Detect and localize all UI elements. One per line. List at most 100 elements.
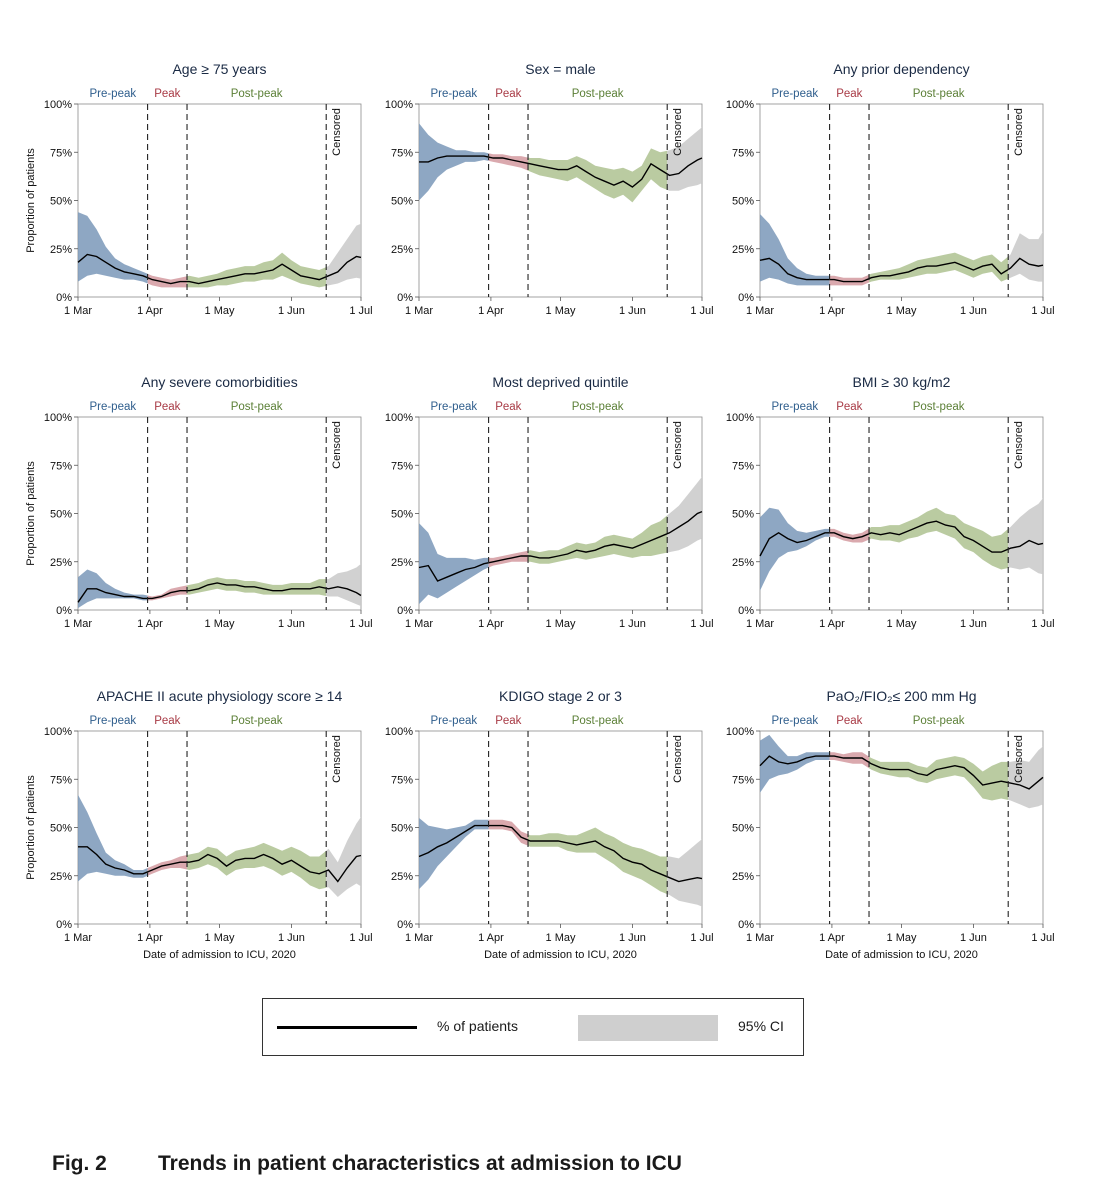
phase-label-prepeak: Pre-peak xyxy=(771,715,818,727)
panel-title: PaO₂/FIO₂≤ 200 mm Hg xyxy=(826,688,976,704)
y-tick-label: 100% xyxy=(44,99,72,111)
phase-label-peak: Peak xyxy=(154,715,180,727)
x-tick-label: 1 May xyxy=(205,305,235,317)
phase-label-postpeak: Post-peak xyxy=(913,401,965,413)
y-tick-label: 0% xyxy=(397,919,413,931)
censored-label: Censored xyxy=(331,735,343,783)
x-tick-label: 1 Jun xyxy=(619,618,646,630)
ci-band-censored xyxy=(326,563,361,607)
series-line xyxy=(419,155,703,188)
phase-label-prepeak: Pre-peak xyxy=(89,401,136,413)
censored-label: Censored xyxy=(331,421,343,469)
y-tick-label: 100% xyxy=(385,412,413,424)
phase-label-postpeak: Post-peak xyxy=(913,715,965,727)
phase-label-prepeak: Pre-peak xyxy=(89,88,136,100)
phase-label-postpeak: Post-peak xyxy=(231,88,283,100)
y-tick-label: 25% xyxy=(50,871,72,883)
x-tick-label: 1 May xyxy=(205,618,235,630)
x-tick-label: 1 Mar xyxy=(405,305,433,317)
censored-label: Censored xyxy=(1013,421,1025,469)
ci-band-peak xyxy=(829,752,869,769)
legend-ci-label: 95% CI xyxy=(738,1018,784,1034)
y-tick-label: 100% xyxy=(726,99,754,111)
phase-label-prepeak: Pre-peak xyxy=(771,401,818,413)
x-tick-label: 1 Apr xyxy=(137,932,163,944)
censored-label: Censored xyxy=(1013,735,1025,783)
x-axis-label: Date of admission to ICU, 2020 xyxy=(825,949,978,961)
x-tick-label: 1 Jun xyxy=(278,618,305,630)
x-tick-label: 1 Jun xyxy=(619,932,646,944)
y-tick-label: 25% xyxy=(391,557,413,569)
x-tick-label: 1 May xyxy=(546,932,576,944)
panel-title: Sex = male xyxy=(525,61,596,77)
censored-label: Censored xyxy=(331,108,343,156)
ci-band-censored xyxy=(667,839,702,907)
panel-9: PaO₂/FIO₂≤ 200 mm Hg Pre-peak Peak Post-pea… xyxy=(726,688,1055,961)
phase-label-peak: Peak xyxy=(836,88,862,100)
y-tick-label: 25% xyxy=(391,244,413,256)
phase-label-postpeak: Post-peak xyxy=(572,88,624,100)
x-tick-label: 1 Jul xyxy=(1031,932,1054,944)
ci-band-prepeak xyxy=(78,212,148,284)
phase-label-prepeak: Pre-peak xyxy=(89,715,136,727)
phase-label-postpeak: Post-peak xyxy=(572,401,624,413)
y-tick-label: 75% xyxy=(732,460,754,472)
ci-band-peak xyxy=(829,274,869,286)
panel-7: APACHE II acute physiology score ≥ 14 Pre… xyxy=(25,688,373,961)
x-tick-label: 1 Mar xyxy=(746,618,774,630)
series-line xyxy=(418,824,703,883)
y-tick-label: 50% xyxy=(732,509,754,521)
series-line xyxy=(78,846,362,883)
caption-number: Fig. 2 xyxy=(52,1152,107,1175)
y-tick-label: 100% xyxy=(44,412,72,424)
y-tick-label: 50% xyxy=(50,823,72,835)
phase-label-prepeak: Pre-peak xyxy=(771,88,818,100)
x-tick-label: 1 Jun xyxy=(278,932,305,944)
x-tick-label: 1 Apr xyxy=(137,305,163,317)
ci-band-postpeak xyxy=(528,827,668,895)
ci-band-peak xyxy=(147,273,187,288)
ci-band-censored xyxy=(667,127,702,191)
x-tick-label: 1 Jun xyxy=(960,618,987,630)
y-axis-label: Proportion of patients xyxy=(25,775,37,880)
series-line xyxy=(759,257,1044,283)
panel-title: Age ≥ 75 years xyxy=(172,61,266,77)
y-tick-label: 50% xyxy=(50,509,72,521)
y-tick-label: 100% xyxy=(385,726,413,738)
x-tick-label: 1 Apr xyxy=(819,618,845,630)
phase-label-postpeak: Post-peak xyxy=(913,88,965,100)
panel-title: Any prior dependency xyxy=(833,61,969,77)
censored-label: Censored xyxy=(1013,108,1025,156)
panel-1: Age ≥ 75 years Pre-peak Peak Post-peak Censo… xyxy=(25,61,373,317)
x-tick-label: 1 Jun xyxy=(960,932,987,944)
series-line xyxy=(759,755,1044,790)
x-tick-label: 1 Jul xyxy=(1031,618,1054,630)
y-tick-label: 100% xyxy=(726,726,754,738)
y-tick-label: 25% xyxy=(732,557,754,569)
panel-6: BMI ≥ 30 kg/m2 Pre-peak Peak Post-peak Censo… xyxy=(726,374,1055,630)
y-tick-label: 25% xyxy=(732,871,754,883)
x-tick-label: 1 Mar xyxy=(405,932,433,944)
y-tick-label: 100% xyxy=(726,412,754,424)
x-tick-label: 1 May xyxy=(546,305,576,317)
x-tick-label: 1 Mar xyxy=(405,618,433,630)
y-tick-label: 100% xyxy=(44,726,72,738)
y-tick-label: 75% xyxy=(50,147,72,159)
x-tick-label: 1 Apr xyxy=(478,305,504,317)
panel-title: APACHE II acute physiology score ≥ 14 xyxy=(97,688,343,704)
ci-band-censored xyxy=(667,476,702,553)
panel-title: BMI ≥ 30 kg/m2 xyxy=(853,374,951,390)
ci-band-censored xyxy=(326,223,361,286)
y-tick-label: 50% xyxy=(732,823,754,835)
series-line xyxy=(77,253,362,285)
phase-label-peak: Peak xyxy=(836,401,862,413)
y-tick-label: 75% xyxy=(391,147,413,159)
ci-band-peak xyxy=(829,528,869,543)
ci-band-censored xyxy=(1008,498,1043,575)
x-tick-label: 1 Jun xyxy=(960,305,987,317)
panel-title: KDIGO stage 2 or 3 xyxy=(499,688,622,704)
censored-label: Censored xyxy=(672,735,684,783)
ci-band-censored xyxy=(1008,746,1043,809)
ci-band-censored xyxy=(1008,231,1043,282)
figure-caption: Fig. 2 Trends in patient characteristics … xyxy=(52,1152,682,1176)
